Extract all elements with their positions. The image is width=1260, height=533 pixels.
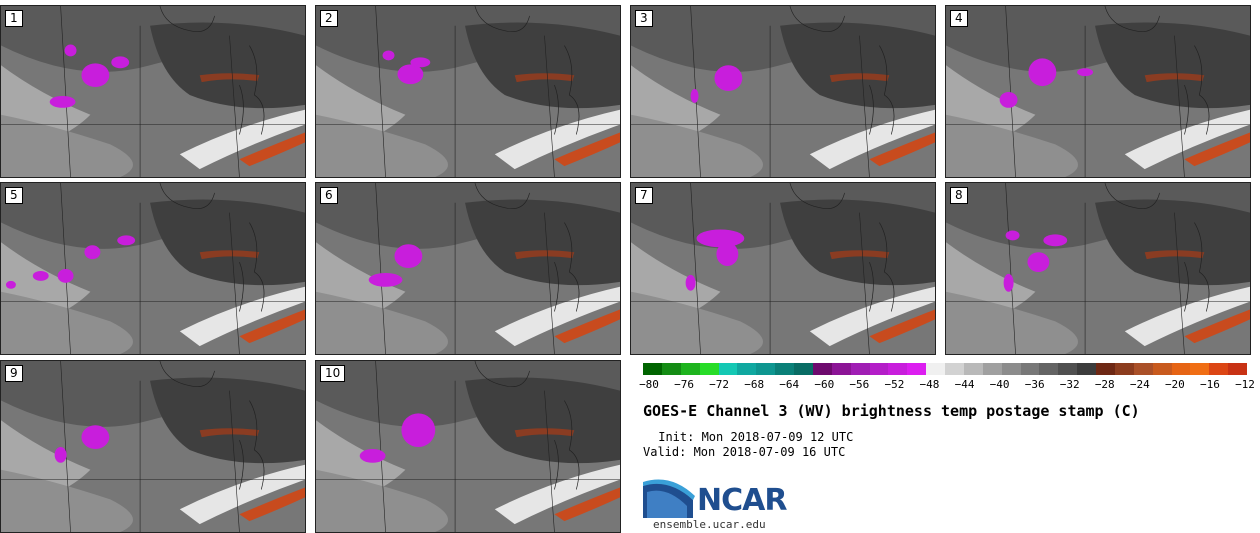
colorbar-tick-label: −76 [674,378,694,391]
colorbar-segment [1039,363,1059,375]
colorbar-tick-label: −32 [1059,378,1080,391]
stamp-panel-5: 5 [0,182,306,355]
colorbar-segment [1209,363,1229,375]
colorbar-segment [1096,363,1115,375]
stamp-panel-2: 2 [315,5,621,178]
wv-field-map [631,183,935,354]
stamp-panel-6: 6 [315,182,621,355]
stamp-panel-8: 8 [945,182,1251,355]
figure-title: GOES-E Channel 3 (WV) brightness temp po… [643,402,1140,420]
colorbar-tick-label: −24 [1129,378,1150,391]
colorbar-tick-label: −72 [709,378,730,391]
panel-number-label: 6 [320,187,338,204]
stamp-panel-4: 4 [945,5,1251,178]
colorbar-segment [945,363,964,375]
logo-url: ensemble.ucar.edu [653,518,766,531]
colorbar-segment [831,363,851,375]
panel-number-label: 2 [320,10,338,27]
colorbar-segment [850,363,870,375]
colorbar-tick-label: −52 [884,378,905,391]
panel-number-label: 1 [5,10,23,27]
colorbar-tick-label: −44 [954,378,975,391]
colorbar-segment [888,363,908,375]
colorbar-tick-label: −16 [1200,378,1220,391]
ncar-logo-icon [643,479,695,518]
stamp-panel-9: 9 [0,360,306,533]
colorbar-segment [1020,363,1040,375]
wv-field-map [1,183,305,354]
colorbar-tick-label: −28 [1094,378,1115,391]
colorbar-segment [1171,363,1191,375]
colorbar-tick-label: −36 [1024,378,1045,391]
colorbar-segment [1058,363,1078,375]
wv-field-map [1,6,305,177]
colorbar-segment [643,363,662,375]
panel-number-label: 7 [635,187,653,204]
colorbar-segment [982,363,1002,375]
colorbar-tick-label: −80 [639,378,659,391]
panel-number-label: 8 [950,187,968,204]
wv-field-map [316,361,620,532]
colorbar-segment [1114,363,1134,375]
colorbar-segment [1001,363,1021,375]
colorbar-tick-label: −20 [1164,378,1185,391]
colorbar-tick-label: −68 [744,378,765,391]
panel-number-label: 3 [635,10,653,27]
colorbar-ticks: −80 −76 −72 −68 −64 −60 −56 −52 −48 −44 −40 −36 −32 −… [639,378,1255,392]
colorbar-segment [661,363,681,375]
colorbar-segment [680,363,700,375]
logo-text: NCAR [697,483,787,518]
wv-field-map [946,183,1250,354]
colorbar-segment [869,363,889,375]
colorbar-tick-label: −40 [989,378,1010,391]
wv-field-map [946,6,1250,177]
colorbar-segment [1077,363,1096,375]
wv-field-map [631,6,935,177]
wv-field-map [316,6,620,177]
colorbar-segment [756,363,776,375]
colorbar-segment [907,363,927,375]
colorbar-segment [1152,363,1172,375]
colorbar-segment [963,363,983,375]
colorbar [643,363,1247,375]
colorbar-segment [699,363,719,375]
stamp-panel-10: 10 [315,360,621,533]
colorbar-segment [718,363,738,375]
valid-time: Valid: Mon 2018-07-09 16 UTC [643,445,846,459]
colorbar-segment [775,363,794,375]
colorbar-segment [737,363,757,375]
panel-number-label: 9 [5,365,23,382]
colorbar-segment [926,363,945,375]
stamp-panel-1: 1 [0,5,306,178]
colorbar-segment [1133,363,1153,375]
panel-number-label: 4 [950,10,968,27]
init-time: Init: Mon 2018-07-09 12 UTC [651,430,854,444]
colorbar-segment [1190,363,1210,375]
stamp-panel-3: 3 [630,5,936,178]
wv-field-map [316,183,620,354]
panel-number-label: 5 [5,187,23,204]
wv-field-map [1,361,305,532]
colorbar-tick-label: −60 [814,378,835,391]
colorbar-tick-label: −48 [919,378,940,391]
panel-number-label: 10 [320,365,346,382]
colorbar-tick-label: −12 [1235,378,1255,391]
colorbar-tick-label: −64 [779,378,800,391]
colorbar-segment [812,363,832,375]
colorbar-segment [1228,363,1247,375]
colorbar-segment [794,363,813,375]
stamp-panel-7: 7 [630,182,936,355]
colorbar-tick-label: −56 [849,378,870,391]
